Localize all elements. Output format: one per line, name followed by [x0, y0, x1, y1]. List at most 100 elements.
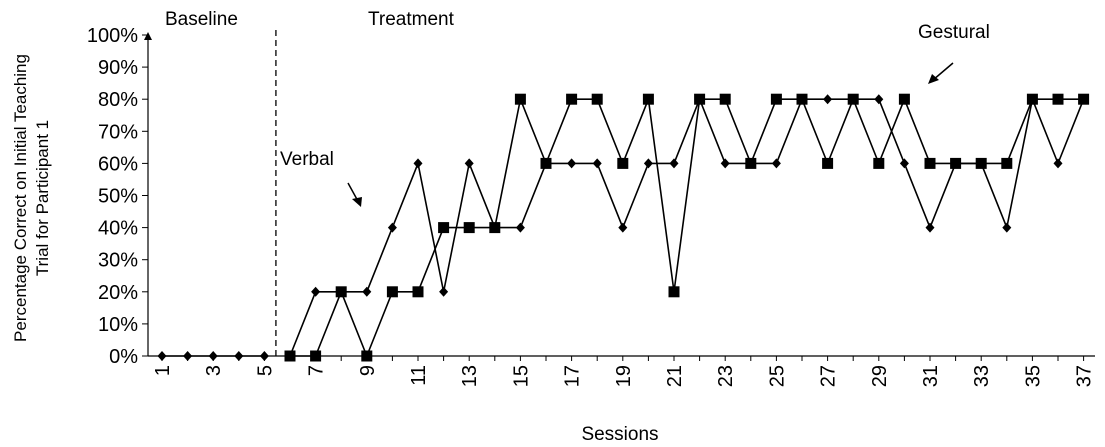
point-verbal: [311, 286, 321, 297]
series-line-verbal: [289, 96, 1085, 357]
point-gestural: [898, 93, 910, 105]
x-tick-label: 27: [818, 365, 840, 387]
y-axis-arrow: [144, 32, 152, 40]
point-gestural: [386, 286, 398, 298]
baseline-point: [183, 351, 193, 361]
x-tick-label: 35: [1022, 365, 1044, 387]
y-tick-label: 20%: [98, 282, 138, 304]
point-gestural: [822, 157, 834, 169]
point-verbal: [899, 158, 909, 169]
point-verbal: [439, 286, 449, 297]
x-tick-label: 9: [357, 365, 379, 376]
point-gestural: [361, 350, 373, 362]
y-tick-label: 80%: [98, 89, 138, 111]
x-tick-label: 29: [869, 365, 891, 387]
point-gestural: [438, 222, 450, 234]
series-label-verbal: Verbal: [280, 149, 334, 170]
point-verbal: [925, 222, 935, 233]
point-gestural: [770, 93, 782, 105]
y-tick-label: 90%: [98, 57, 138, 79]
point-gestural: [668, 286, 680, 298]
point-gestural: [463, 222, 475, 234]
baseline-point: [208, 351, 218, 361]
series-layer: [157, 93, 1090, 362]
x-tick-label: 37: [1074, 365, 1096, 387]
point-verbal: [515, 222, 525, 233]
series-line-gestural: [290, 96, 1084, 359]
point-verbal: [362, 286, 372, 297]
y-tick-label: 50%: [98, 186, 138, 208]
point-gestural: [719, 93, 731, 105]
baseline-point: [259, 351, 269, 361]
y-tick-label: 0%: [109, 346, 138, 368]
point-gestural: [950, 157, 962, 169]
x-tick-label: 21: [664, 365, 686, 387]
y-tick-label: 30%: [98, 250, 138, 272]
phase-label-treatment: Treatment: [368, 9, 455, 30]
y-tick-label: 70%: [98, 121, 138, 143]
point-gestural: [1001, 157, 1013, 169]
arrow-verbal: [347, 182, 362, 207]
point-gestural: [975, 157, 987, 169]
y-tick-label: 40%: [98, 218, 138, 240]
point-verbal: [771, 158, 781, 169]
point-verbal: [567, 158, 577, 169]
x-tick-label: 5: [254, 365, 276, 376]
point-gestural: [642, 93, 654, 105]
point-verbal: [387, 222, 397, 233]
point-gestural: [796, 93, 808, 105]
arrow-gestural: [928, 62, 954, 84]
point-gestural: [1026, 93, 1038, 105]
x-tick-label: 25: [766, 365, 788, 387]
point-verbal: [643, 158, 653, 169]
x-tick-label: 3: [203, 365, 225, 376]
point-gestural: [847, 93, 859, 105]
y-axis-title-line-1: Percentage Correct on Initial Teaching: [11, 54, 30, 342]
y-tick-label: 100%: [87, 25, 138, 47]
point-verbal: [1053, 158, 1063, 169]
x-axis-ticks: 1 3 5 7 9 11 13 15 17 19 21 23 25 27 29 31 33 35 37: [152, 356, 1096, 387]
point-gestural: [489, 222, 501, 234]
y-axis-ticks: 0% 10% 20% 30% 40% 50% 60% 70% 80% 90% 100%: [87, 25, 152, 368]
x-tick-label: 1: [152, 365, 174, 376]
x-tick-label: 31: [920, 365, 942, 387]
point-verbal: [669, 158, 679, 169]
x-tick-label: 33: [971, 365, 993, 387]
point-verbal: [720, 158, 730, 169]
point-gestural: [745, 157, 757, 169]
point-verbal: [592, 158, 602, 169]
point-gestural: [310, 350, 322, 362]
point-gestural: [566, 93, 578, 105]
point-verbal: [874, 94, 884, 105]
x-tick-label: 23: [715, 365, 737, 387]
baseline-point: [157, 351, 167, 361]
x-tick-label: 19: [613, 365, 635, 387]
point-gestural: [412, 286, 424, 298]
point-gestural: [617, 157, 629, 169]
baseline-point: [234, 351, 244, 361]
y-axis-title-line-2: Trial for Participant 1: [33, 120, 52, 276]
point-verbal: [464, 158, 474, 169]
point-gestural: [284, 350, 296, 362]
x-tick-label: 7: [306, 365, 328, 376]
point-gestural: [335, 286, 347, 298]
x-axis-title: Sessions: [581, 424, 658, 445]
x-tick-label: 11: [408, 365, 430, 386]
series-label-gestural: Gestural: [918, 22, 990, 43]
phase-label-baseline: Baseline: [165, 9, 238, 30]
point-gestural: [694, 93, 706, 105]
point-gestural: [1052, 93, 1064, 105]
y-tick-label: 60%: [98, 153, 138, 175]
point-gestural: [1078, 93, 1090, 105]
point-gestural: [873, 157, 885, 169]
point-verbal: [413, 158, 423, 169]
point-gestural: [540, 157, 552, 169]
point-verbal: [823, 94, 833, 105]
point-gestural: [591, 93, 603, 105]
point-gestural: [514, 93, 526, 105]
point-verbal: [618, 222, 628, 233]
point-verbal: [1002, 222, 1012, 233]
x-tick-label: 17: [562, 365, 584, 387]
